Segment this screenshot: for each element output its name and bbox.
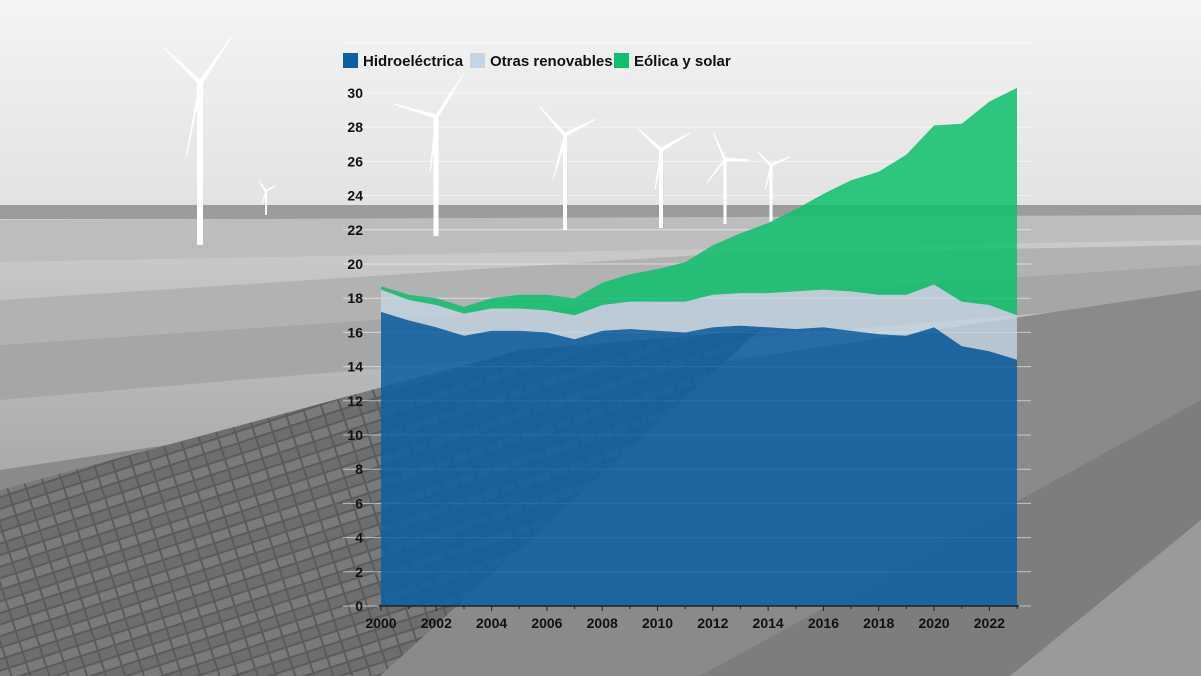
y-tick-label: 30 xyxy=(347,85,363,101)
y-tick-label: 22 xyxy=(347,222,363,238)
wind-turbine-icon xyxy=(706,131,751,224)
legend-swatch xyxy=(470,53,485,68)
y-tick-label: 6 xyxy=(355,495,363,511)
y-tick-label: 10 xyxy=(347,427,363,443)
y-tick-label: 4 xyxy=(355,530,363,546)
y-tick-label: 16 xyxy=(347,324,363,340)
y-tick-label: 2 xyxy=(355,564,363,580)
legend-swatch xyxy=(614,53,629,68)
legend-swatch xyxy=(343,53,358,68)
legend-label: Hidroeléctrica xyxy=(363,53,464,70)
y-tick-label: 24 xyxy=(347,188,363,204)
area-series-2 xyxy=(381,87,1017,316)
legend-label: Otras renovables xyxy=(490,53,613,70)
y-tick-label: 18 xyxy=(347,290,363,306)
legend-label: Eólica y solar xyxy=(634,53,731,70)
x-tick-label: 2002 xyxy=(421,615,452,631)
x-tick-label: 2006 xyxy=(531,615,562,631)
x-tick-label: 2022 xyxy=(974,615,1005,631)
x-tick-label: 2000 xyxy=(365,615,396,631)
y-tick-label: 26 xyxy=(347,153,363,169)
chart-areas xyxy=(381,87,1017,606)
y-tick-label: 0 xyxy=(355,598,363,614)
y-tick-label: 12 xyxy=(347,393,363,409)
area-series-1 xyxy=(381,284,1017,360)
wind-turbine-icon xyxy=(756,150,791,222)
x-tick-label: 2014 xyxy=(753,615,784,631)
y-tick-label: 28 xyxy=(347,119,363,135)
x-tick-label: 2012 xyxy=(697,615,728,631)
x-tick-label: 2016 xyxy=(808,615,839,631)
wind-turbine-icon xyxy=(393,72,465,236)
x-tick-label: 2008 xyxy=(587,615,618,631)
area-series-0 xyxy=(381,311,1017,606)
x-tick-label: 2010 xyxy=(642,615,673,631)
wind-turbine-icon xyxy=(258,180,277,215)
y-tick-label: 20 xyxy=(347,256,363,272)
chart-legend: Hidroeléctrica Otras renovables Eólica y s… xyxy=(343,53,731,70)
y-tick-label: 8 xyxy=(355,461,363,477)
x-tick-label: 2018 xyxy=(863,615,894,631)
x-tick-label: 2020 xyxy=(918,615,949,631)
x-tick-label: 2004 xyxy=(476,615,507,631)
wind-turbine-icon xyxy=(162,35,233,245)
y-tick-label: 14 xyxy=(347,359,363,375)
